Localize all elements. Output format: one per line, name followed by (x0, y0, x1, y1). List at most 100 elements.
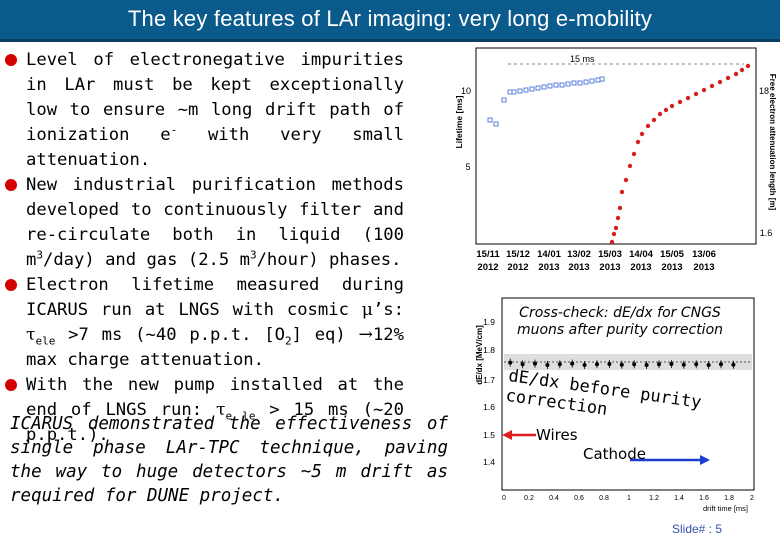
dedx-xticks: 0 0.2 0.4 0.6 0.8 1 1.2 1.4 1.6 1.8 2 (502, 495, 754, 502)
lifetime-point-red (677, 99, 683, 105)
lifetime-xtick: 2013 (568, 262, 589, 273)
lifetime-point-red (609, 239, 615, 245)
bullet-text: With the new pump installed at the end o… (26, 375, 404, 420)
lifetime-point-blue (559, 82, 565, 88)
lifetime-xtick: 15/11 (476, 249, 500, 260)
dedx-xtick: 0.4 (549, 495, 559, 502)
conclusion-text: ICARUS demonstrated the effectiveness of… (10, 414, 448, 506)
dedx-yticks: 1.9 1.8 1.7 1.6 1.5 1.4 (483, 317, 495, 467)
plot-background (470, 290, 770, 515)
lifetime-point-red (709, 83, 715, 89)
lifetime-point-blue (599, 76, 605, 82)
title-bar: The key features of LAr imaging: very lo… (0, 0, 780, 42)
tau-symbol: τ (26, 325, 36, 345)
lifetime-xtick: 15/05 (660, 249, 684, 260)
lifetime-point-red (745, 63, 751, 69)
bullet-text: Level of electronegative impurities in L… (26, 50, 404, 145)
lifetime-xtick: 2012 (477, 262, 498, 273)
bullet-text: ] eq) (291, 325, 359, 345)
lifetime-point-red (733, 71, 739, 77)
lifetime-plot: Lifetime [ms] Free electron attenuation … (452, 42, 778, 282)
dedx-xtick: 1.8 (724, 495, 734, 502)
lifetime-point-red (635, 139, 641, 145)
lifetime-ylabel: Lifetime [ms] (454, 95, 464, 148)
slide-number: Slide# : 5 (672, 522, 723, 536)
lifetime-point-blue (577, 80, 583, 86)
lifetime-xtick: 2013 (661, 262, 682, 273)
lifetime-point-blue (565, 81, 571, 87)
mu-symbol: μ (361, 300, 373, 320)
tau-symbol: τ (215, 400, 226, 420)
lifetime-point-blue (487, 117, 493, 123)
lifetime-point-blue (523, 87, 529, 93)
lifetime-annotation: 15 ms (570, 54, 595, 64)
lifetime-point-red (617, 205, 623, 211)
lifetime-point-red (639, 131, 645, 137)
cathode-label: Cathode (583, 445, 646, 463)
arrow-symbol: → (358, 325, 373, 345)
lifetime-point-red (693, 91, 699, 97)
bullet-text: /hour) phases. (256, 250, 402, 270)
dedx-plot: dE/dx [MeV/cm] 1.9 1.8 1.7 1.6 1.5 1.4 0… (470, 290, 770, 515)
lifetime-point-blue (589, 78, 595, 84)
lifetime-xtick: 15/12 (506, 249, 530, 260)
lifetime-point-blue (583, 79, 589, 85)
dedx-ytick: 1.7 (483, 375, 495, 385)
lifetime-point-blue (571, 80, 577, 86)
lifetime-point-blue (553, 82, 559, 88)
lifetime-xtick: 2013 (693, 262, 714, 273)
lifetime-point-blue (529, 86, 535, 92)
lifetime-point-red (619, 189, 625, 195)
dedx-ytick: 1.4 (483, 457, 495, 467)
lifetime-xticks: 15/11 2012 15/12 2012 14/01 2013 13/02 2… (476, 249, 716, 273)
lifetime-point-red (657, 111, 663, 117)
superscript: 3 (36, 248, 43, 262)
bullet-pump: With the new pump installed at the end o… (4, 373, 404, 448)
bullet-dot (5, 279, 17, 291)
lifetime-point-blue (501, 97, 507, 103)
dedx-ytick: 1.9 (483, 317, 495, 327)
lifetime-point-blue (511, 89, 517, 95)
dedx-points (508, 358, 736, 369)
lifetime-point-red (669, 103, 675, 109)
dedx-xtick: 0.6 (574, 495, 584, 502)
lifetime-point-red (611, 231, 617, 237)
bullet-list: Level of electronegative impurities in L… (4, 48, 404, 448)
bullet-text: > 15 ms (~20 p.p.t.). (26, 400, 404, 445)
dedx-ylabel: dE/dx [MeV/cm] (475, 325, 484, 385)
lifetime-xtick: 13/02 (567, 249, 591, 260)
lifetime-point-red (631, 151, 637, 157)
dedx-xtick: 1.2 (649, 495, 659, 502)
lifetime-xtick: 13/06 (692, 249, 716, 260)
bullet-text: >7 ms (~40 p.p.t. [O (55, 325, 285, 345)
lifetime-point-red (645, 123, 651, 129)
bullet-dot (5, 179, 17, 191)
lifetime-point-red (717, 79, 723, 85)
lifetime-ytick: 5 (465, 162, 470, 172)
dedx-xtick: 1.6 (699, 495, 709, 502)
lifetime-point-blue (493, 121, 499, 127)
bullet-text: Electron lifetime measured during ICARUS… (26, 275, 404, 320)
dedx-ytick: 1.5 (483, 430, 495, 440)
cathode-arrow-head (700, 455, 710, 465)
slide-title: The key features of LAr imaging: very lo… (127, 6, 653, 31)
bullet-text: with very small attenuation. (26, 125, 404, 170)
superscript: 3 (249, 248, 257, 262)
dedx-xtick: 0.2 (524, 495, 534, 502)
dedx-xlabel: drift time [ms] (703, 504, 748, 513)
attenuation-ytick: 1.6 (760, 228, 773, 238)
lifetime-point-red (615, 215, 621, 221)
lifetime-point-blue (535, 85, 541, 91)
lifetime-points (487, 63, 751, 245)
lifetime-xtick: 2012 (507, 262, 528, 273)
bullet-impurities: Level of electronegative impurities in L… (4, 48, 404, 173)
lifetime-point-blue (517, 88, 523, 94)
lifetime-xtick: 14/01 (537, 249, 561, 260)
lifetime-point-red (623, 177, 629, 183)
cross-check-label: Cross-check: dE/dx for CNGS muons after … (516, 305, 724, 338)
bullet-text: 12% max charge attenuation. (26, 325, 404, 370)
plot-background (452, 42, 778, 282)
lifetime-point-blue (541, 84, 547, 90)
bullet-text: ’s: (372, 300, 404, 320)
dedx-xtick: 0.8 (599, 495, 609, 502)
